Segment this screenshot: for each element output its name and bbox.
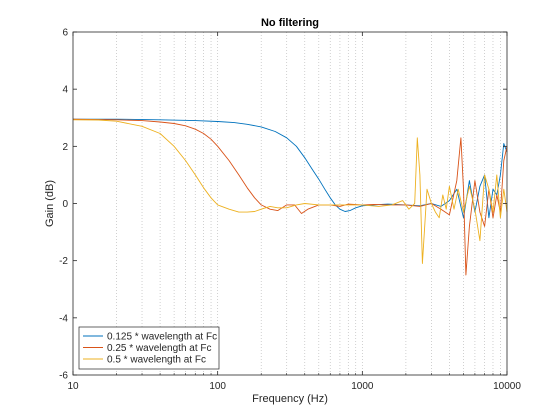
y-tick-label: 2 xyxy=(62,142,68,153)
series-line-3 xyxy=(72,119,508,264)
legend-label: 0.25 * wavelength at Fc xyxy=(107,343,212,354)
y-tick-label: -6 xyxy=(59,371,68,382)
y-tick-label: 6 xyxy=(62,28,68,39)
y-tick-label: 0 xyxy=(62,199,68,210)
x-tick-label: 1000 xyxy=(351,381,374,392)
y-tick-label: -2 xyxy=(59,256,68,267)
y-tick-label: -4 xyxy=(59,313,68,324)
legend-label: 0.125 * wavelength at Fc xyxy=(107,332,217,343)
series-line-2 xyxy=(72,118,508,276)
axis-ticks: 10 100 1000 10000 -6 -4 -2 0 2 4 6 xyxy=(59,28,521,393)
x-axis-label: Frequency (Hz) xyxy=(252,393,328,405)
series-lines xyxy=(72,118,508,276)
series-line-1 xyxy=(73,118,508,219)
x-tick-label: 10000 xyxy=(493,381,521,392)
y-tick-label: 4 xyxy=(62,85,68,96)
y-axis-label: Gain (dB) xyxy=(44,180,56,227)
legend: 0.125 * wavelength at Fc0.25 * wavelengt… xyxy=(78,326,220,370)
plot-area xyxy=(73,32,507,375)
x-tick-label: 10 xyxy=(67,381,79,392)
x-tick-label: 100 xyxy=(209,381,226,392)
legend-label: 0.5 * wavelength at Fc xyxy=(107,355,206,366)
chart-title: No filtering xyxy=(261,17,319,29)
